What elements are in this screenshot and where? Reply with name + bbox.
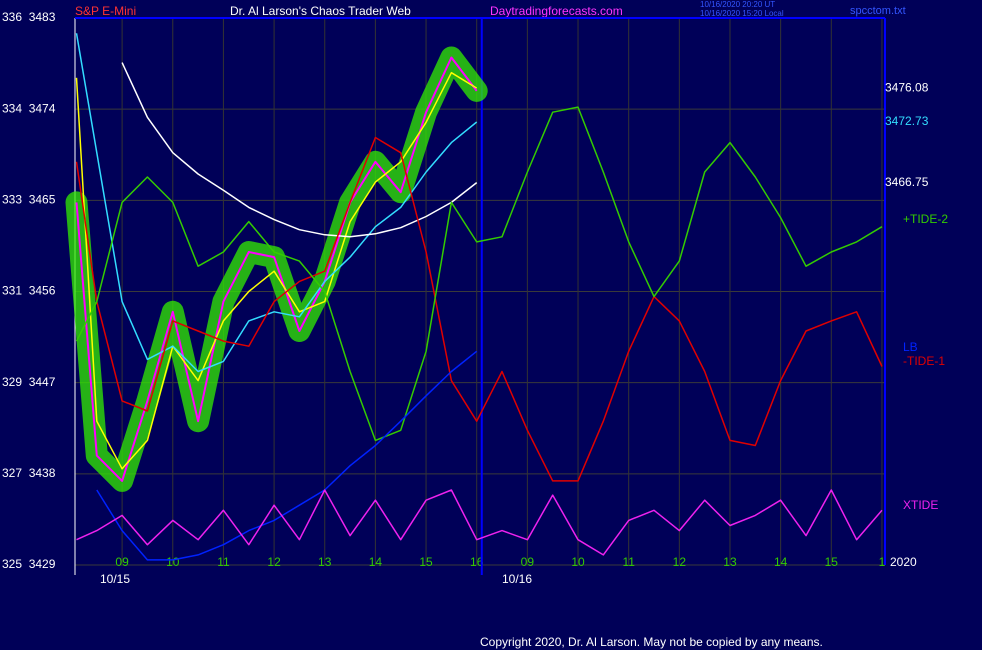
date-label: 10/16 xyxy=(502,572,532,586)
x-tick-label: 15 xyxy=(825,555,839,569)
x-tick-label: 12 xyxy=(673,555,687,569)
copyright: Copyright 2020, Dr. Al Larson. May not b… xyxy=(480,635,823,649)
series-line xyxy=(75,106,883,442)
x-tick-label: 14 xyxy=(369,555,383,569)
legend-label: LB xyxy=(903,340,918,354)
timestamp-local: 10/16/2020 15:20 Local xyxy=(700,9,784,18)
instrument-label: S&P E-Mini xyxy=(75,4,136,18)
chart-title: Dr. Al Larson's Chaos Trader Web xyxy=(230,4,411,18)
website-label: Daytradingforecasts.com xyxy=(490,4,623,18)
x-tick-label: 10 xyxy=(166,555,180,569)
timestamp-ut: 10/16/2020 20:20 UT xyxy=(700,0,775,9)
x-tick-label: 13 xyxy=(723,555,737,569)
legend-label: XTIDE xyxy=(903,498,938,512)
series-line xyxy=(75,71,478,470)
y-tick-label: 333 3465 xyxy=(2,193,56,207)
x-tick-label: 14 xyxy=(774,555,788,569)
y-tick-label: 331 3456 xyxy=(2,284,56,298)
y-tick-label: 329 3447 xyxy=(2,375,56,389)
x-tick-label: 15 xyxy=(419,555,433,569)
x-tick-label: 10 xyxy=(571,555,585,569)
y-tick-label: 327 3438 xyxy=(2,466,56,480)
date-label: 10/15 xyxy=(100,572,130,586)
x-tick-label: 1 xyxy=(879,555,886,569)
series-line xyxy=(75,56,478,482)
series-line xyxy=(75,136,883,482)
x-tick-label: 11 xyxy=(217,555,230,569)
x-tick-label: 09 xyxy=(115,555,129,569)
legend-label: +TIDE-2 xyxy=(903,212,948,226)
y-tick-label: 325 3429 xyxy=(2,557,56,571)
x-tick-label: 16 xyxy=(470,555,484,569)
series-line xyxy=(75,33,478,373)
x-tick-label: 12 xyxy=(267,555,281,569)
end-value-label: 3466.75 xyxy=(885,175,929,189)
series-line xyxy=(96,350,478,561)
x-tick-label: 11 xyxy=(622,555,635,569)
end-value-label: 3472.73 xyxy=(885,114,929,128)
y-tick-label: 334 3474 xyxy=(2,101,56,115)
year-label: 2020 xyxy=(890,555,917,569)
y-tick-label: 336 3483 xyxy=(2,10,56,24)
x-tick-label: 13 xyxy=(318,555,332,569)
x-tick-label: 09 xyxy=(521,555,535,569)
end-value-label: 3476.08 xyxy=(885,80,929,94)
legend-label: -TIDE-1 xyxy=(903,354,945,368)
series-line xyxy=(76,489,883,556)
file-label: spcctom.txt xyxy=(850,5,906,17)
